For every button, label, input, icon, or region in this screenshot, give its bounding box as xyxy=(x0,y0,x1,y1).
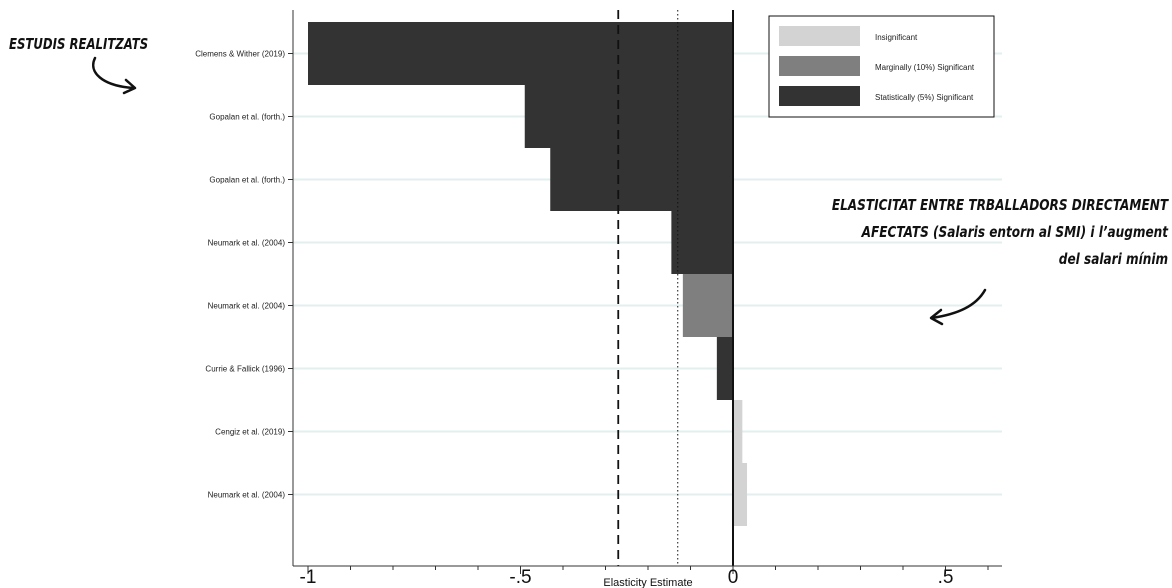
legend-swatch xyxy=(779,56,860,76)
legend-label: Statistically (5%) Significant xyxy=(875,93,974,102)
arrow-right-icon xyxy=(930,288,987,320)
reference-lines xyxy=(617,10,734,566)
bar xyxy=(716,337,733,400)
legend-swatch xyxy=(779,26,860,46)
arrow-left-icon xyxy=(92,56,136,90)
arrow-left-head-icon xyxy=(122,78,137,95)
legend-label: Marginally (10%) Significant xyxy=(875,63,975,72)
axes: Clemens & Wither (2019) Gopalan et al. (f… xyxy=(195,10,1002,588)
bar xyxy=(733,463,748,526)
bar-layer xyxy=(308,22,748,526)
bar xyxy=(671,211,733,274)
category-label: Neumark et al. (2004) xyxy=(208,491,286,500)
x-tick-label: -.5 xyxy=(509,567,531,588)
elasticity-annotation-line2: AFECTATS (Salaris entorn al SMI) i l’aug… xyxy=(861,223,1168,241)
legend-swatch xyxy=(779,86,860,106)
annotation-arrows xyxy=(92,56,987,326)
arrow-right-head-icon xyxy=(929,308,944,326)
category-label: Gopalan et al. (forth.) xyxy=(209,113,285,122)
bar xyxy=(682,274,733,337)
x-tick-label: .5 xyxy=(938,567,954,588)
category-label: Clemens & Wither (2019) xyxy=(195,50,285,59)
bar xyxy=(524,85,733,148)
category-label: Neumark et al. (2004) xyxy=(208,302,286,311)
category-label: Neumark et al. (2004) xyxy=(208,239,286,248)
category-label: Gopalan et al. (forth.) xyxy=(209,176,285,185)
bar xyxy=(550,148,733,211)
x-axis-label: Elasticity Estimate xyxy=(603,577,692,588)
legend: Insignificant Marginally (10%) Significan… xyxy=(768,15,995,118)
elasticity-annotation: ELASTICITAT ENTRE TRBALLADORS DIRECTAMEN… xyxy=(832,192,1168,273)
x-tick-label: -1 xyxy=(300,567,317,588)
elasticity-annotation-line3: del salari mínim xyxy=(1058,250,1168,268)
legend-label: Insignificant xyxy=(875,33,918,42)
elasticity-annotation-line1: ELASTICITAT ENTRE TRBALLADORS DIRECTAMEN… xyxy=(831,196,1168,214)
x-tick-label: 0 xyxy=(728,567,739,588)
studies-annotation: ESTUDIS REALITZATS xyxy=(9,35,149,53)
category-label: Cengiz et al. (2019) xyxy=(215,428,285,437)
bar xyxy=(733,400,743,463)
bar xyxy=(308,22,733,85)
category-label: Currie & Fallick (1996) xyxy=(205,365,285,374)
